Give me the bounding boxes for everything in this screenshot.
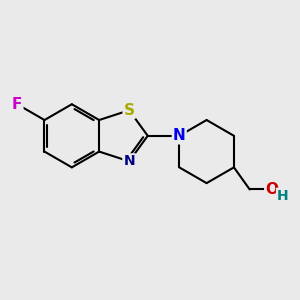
Text: N: N [173, 128, 186, 143]
Text: O: O [265, 182, 278, 197]
Text: N: N [123, 154, 135, 168]
Text: H: H [277, 189, 289, 203]
Text: F: F [12, 97, 22, 112]
Text: S: S [124, 103, 135, 118]
